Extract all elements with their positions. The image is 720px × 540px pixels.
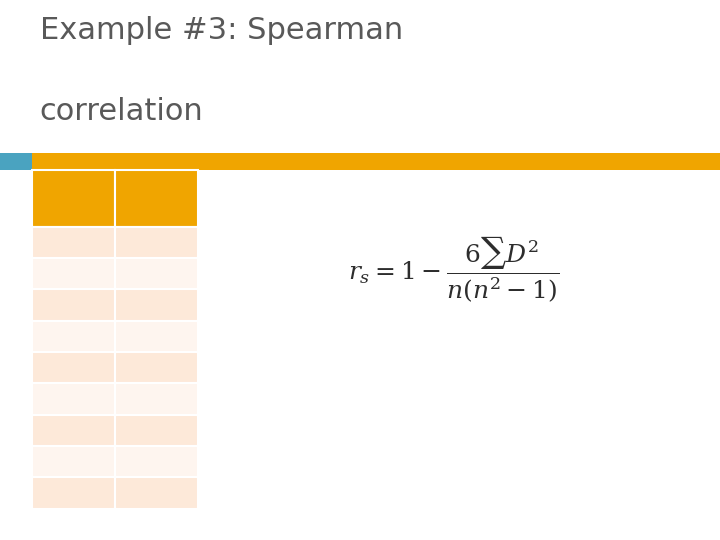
Text: 8: 8 — [151, 296, 162, 314]
Text: 4: 4 — [150, 390, 163, 408]
Bar — [32, 170, 115, 227]
Bar — [32, 383, 115, 415]
Bar — [115, 289, 198, 321]
Bar — [115, 170, 198, 227]
Text: 7: 7 — [150, 421, 163, 440]
Text: race: race — [138, 194, 175, 208]
Text: 1: 1 — [151, 453, 162, 471]
Bar — [32, 289, 115, 321]
Text: 4: 4 — [68, 233, 80, 252]
Bar — [115, 321, 198, 352]
Text: 1: 1 — [50, 187, 60, 201]
Bar — [32, 227, 115, 258]
Bar — [32, 415, 115, 446]
Text: 5: 5 — [151, 359, 162, 377]
Text: 1: 1 — [68, 265, 79, 283]
Text: 6: 6 — [151, 327, 162, 346]
Text: 3: 3 — [68, 359, 80, 377]
Text: 8: 8 — [68, 327, 79, 346]
Bar — [0, 153, 32, 170]
Text: 2: 2 — [150, 265, 163, 283]
Text: $r_s = 1 - \dfrac{6\sum D^2}{n(n^2-1)}$: $r_s = 1 - \dfrac{6\sum D^2}{n(n^2-1)}$ — [348, 235, 559, 305]
Text: 5: 5 — [68, 390, 79, 408]
Text: correlation: correlation — [40, 97, 203, 126]
Text: 3: 3 — [150, 233, 163, 252]
Text: 2: 2 — [137, 181, 147, 196]
Bar — [115, 446, 198, 477]
Bar — [32, 446, 115, 477]
Text: st: st — [64, 185, 74, 195]
Text: Example #3: Spearman: Example #3: Spearman — [40, 16, 403, 45]
Text: 2: 2 — [68, 453, 80, 471]
Bar — [115, 383, 198, 415]
Text: nd: nd — [150, 179, 164, 190]
Text: race: race — [64, 187, 101, 201]
Bar — [115, 477, 198, 509]
Bar — [115, 415, 198, 446]
Bar — [115, 352, 198, 383]
Bar — [115, 227, 198, 258]
Text: 9: 9 — [150, 484, 163, 502]
Bar — [32, 352, 115, 383]
Text: 6: 6 — [68, 421, 79, 440]
Bar — [32, 477, 115, 509]
Bar — [32, 258, 115, 289]
Bar — [32, 321, 115, 352]
Bar — [0, 153, 720, 170]
Text: 9: 9 — [68, 296, 80, 314]
Text: 7: 7 — [68, 484, 80, 502]
Bar — [115, 258, 198, 289]
